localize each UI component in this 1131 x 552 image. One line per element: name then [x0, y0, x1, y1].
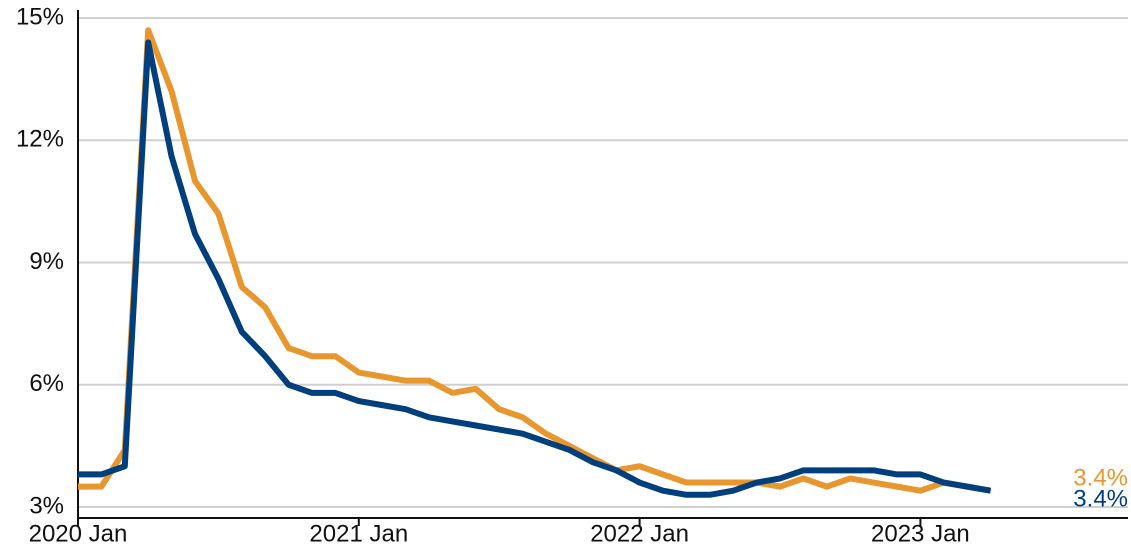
- y-tick-label: 6%: [29, 370, 64, 397]
- y-tick-label: 15%: [16, 3, 64, 30]
- y-tick-label: 9%: [29, 248, 64, 275]
- x-tick-label: 2023 Jan: [871, 520, 970, 547]
- y-tick-label: 3%: [29, 492, 64, 519]
- y-tick-label: 12%: [16, 126, 64, 153]
- line: [78, 39, 992, 498]
- end-label: 3.4%: [1073, 485, 1128, 512]
- x-tick-label: 2021 Jan: [309, 520, 408, 547]
- line: [78, 27, 992, 494]
- x-tick-label: 2022 Jan: [590, 520, 689, 547]
- x-tick-label: 2020 Jan: [29, 520, 128, 547]
- end-label: 3.4%: [1073, 464, 1128, 491]
